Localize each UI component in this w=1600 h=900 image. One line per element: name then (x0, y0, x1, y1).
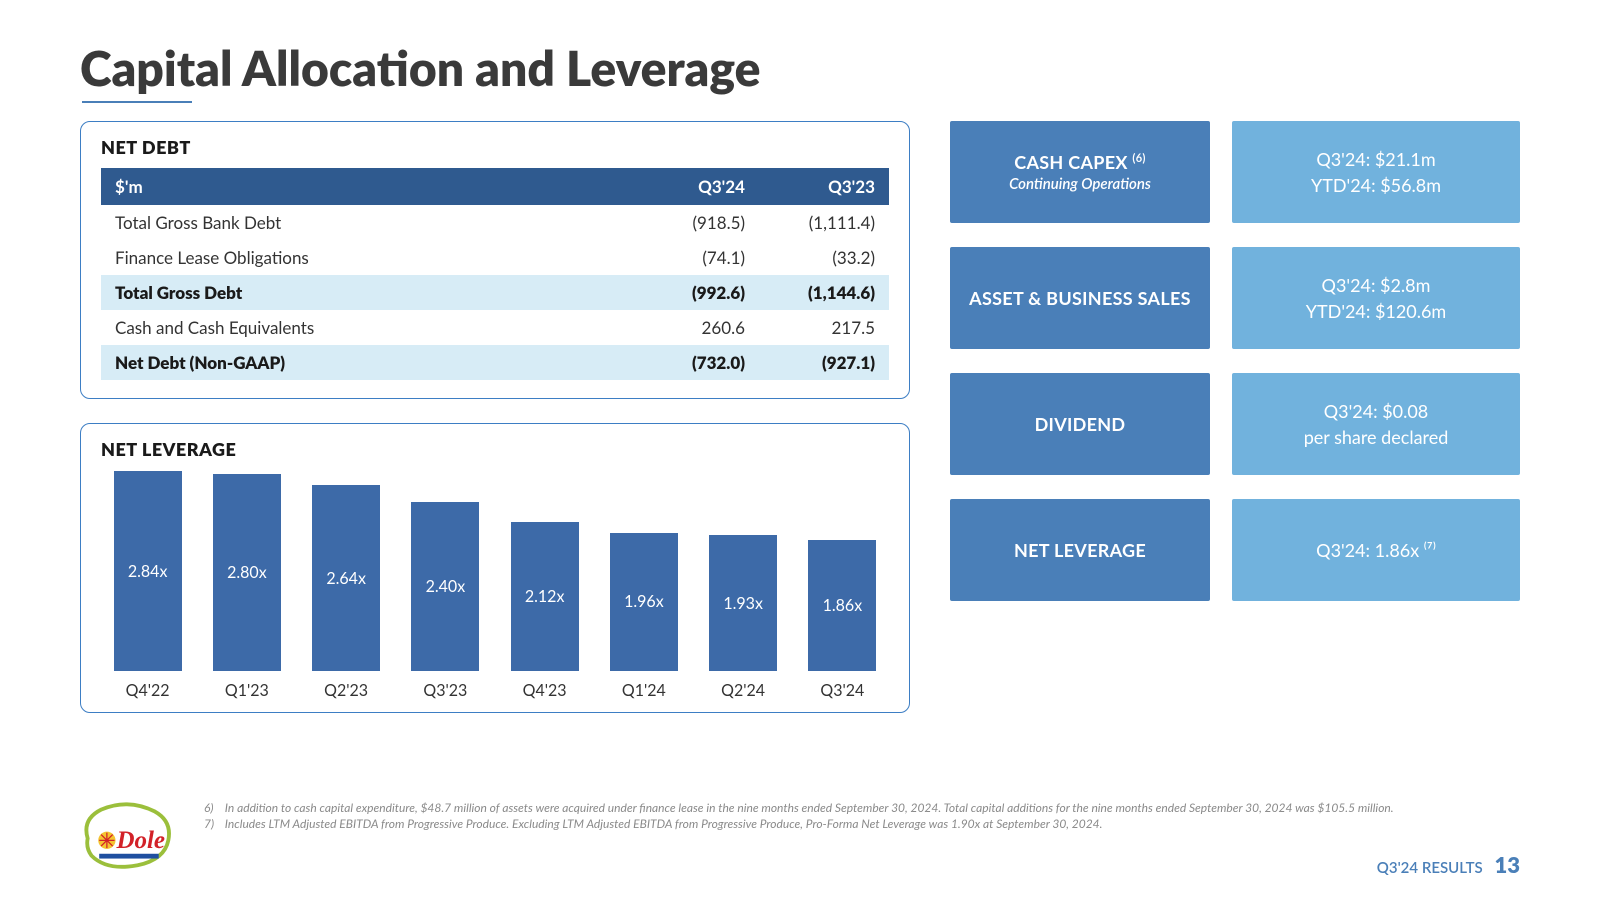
table-row: Net Debt (Non-GAAP) (732.0) (927.1) (101, 345, 889, 380)
bar: 2.84x (114, 471, 182, 671)
bar: 2.64x (312, 485, 380, 671)
tile-row: NET LEVERAGE Q3'24: 1.86x ⁽⁷⁾ (950, 499, 1520, 601)
row-label: Total Gross Debt (101, 275, 629, 310)
tile-line: per share declared (1304, 424, 1449, 450)
bar-category: Q4'23 (523, 681, 567, 700)
left-column: NET DEBT $'m Q3'24 Q3'23 Total Gross Ban… (80, 121, 910, 737)
bar-wrap: 2.64x Q2'23 (308, 485, 385, 700)
content-row: NET DEBT $'m Q3'24 Q3'23 Total Gross Ban… (80, 121, 1520, 737)
bar-wrap: 2.40x Q3'23 (407, 502, 484, 700)
bar: 1.96x (610, 533, 678, 671)
bar-category: Q4'22 (126, 681, 170, 700)
table-row: Total Gross Debt (992.6) (1,144.6) (101, 275, 889, 310)
tile-title: DIVIDEND (950, 373, 1210, 475)
tile-values: Q3'24: $0.08per share declared (1232, 373, 1520, 475)
row-label: Total Gross Bank Debt (101, 205, 629, 240)
footnote: 6) In addition to cash capital expenditu… (204, 800, 1394, 816)
page-number: 13 (1494, 851, 1520, 878)
bar-category: Q1'24 (622, 681, 666, 700)
bar: 1.93x (709, 535, 777, 671)
bar-wrap: 2.12x Q4'23 (506, 522, 583, 700)
tile-values: Q3'24: $2.8mYTD'24: $120.6m (1232, 247, 1520, 349)
footnotes: 6) In addition to cash capital expenditu… (204, 800, 1394, 832)
row-val-q323: (1,144.6) (759, 275, 889, 310)
tile-heading: DIVIDEND (1035, 413, 1126, 435)
bar: 2.12x (511, 522, 579, 671)
tile-title: ASSET & BUSINESS SALES (950, 247, 1210, 349)
dole-logo: Dole (80, 800, 176, 872)
net-debt-heading: NET DEBT (101, 136, 889, 158)
bar-value: 1.96x (624, 592, 664, 611)
results-label: Q3'24 RESULTS (1377, 859, 1483, 877)
bar-wrap: 1.96x Q1'24 (605, 533, 682, 700)
table-row: Cash and Cash Equivalents 260.6 217.5 (101, 310, 889, 345)
row-label: Cash and Cash Equivalents (101, 310, 629, 345)
tile-line: YTD'24: $56.8m (1311, 172, 1441, 198)
bar-value: 2.40x (426, 577, 466, 596)
bar-wrap: 2.84x Q4'22 (109, 471, 186, 700)
tile-line: Q3'24: $21.1m (1316, 146, 1435, 172)
svg-text:Dole: Dole (115, 827, 165, 854)
net-leverage-panel: NET LEVERAGE 2.84x Q4'22 2.80x Q1'23 2.6… (80, 423, 910, 713)
row-val-q323: 217.5 (759, 310, 889, 345)
row-val-q324: (918.5) (629, 205, 759, 240)
tile-row: CASH CAPEX (6) Continuing Operations Q3'24… (950, 121, 1520, 223)
col-q323: Q3'23 (759, 168, 889, 205)
bar-value: 2.84x (128, 562, 168, 581)
bar-category: Q1'23 (225, 681, 269, 700)
bar: 1.86x (808, 540, 876, 671)
row-val-q324: (732.0) (629, 345, 759, 380)
bar: 2.40x (411, 502, 479, 671)
bar-category: Q3'23 (423, 681, 467, 700)
bar-value: 2.80x (227, 563, 267, 582)
tile-heading: CASH CAPEX (6) (1014, 151, 1146, 173)
tile-title: CASH CAPEX (6) Continuing Operations (950, 121, 1210, 223)
tile-line: Q3'24: $0.08 (1324, 398, 1429, 424)
title-underline (82, 101, 192, 103)
bar-value: 2.12x (525, 587, 565, 606)
row-val-q324: (992.6) (629, 275, 759, 310)
bar-value: 1.93x (723, 594, 763, 613)
tile-title: NET LEVERAGE (950, 499, 1210, 601)
right-column: CASH CAPEX (6) Continuing Operations Q3'24… (950, 121, 1520, 601)
bar-category: Q2'24 (721, 681, 765, 700)
bar: 2.80x (213, 474, 281, 671)
col-label: $'m (101, 168, 629, 205)
tile-row: ASSET & BUSINESS SALES Q3'24: $2.8mYTD'24… (950, 247, 1520, 349)
tile-values: Q3'24: 1.86x ⁽⁷⁾ (1232, 499, 1520, 601)
table-row: Total Gross Bank Debt (918.5) (1,111.4) (101, 205, 889, 240)
net-debt-table: $'m Q3'24 Q3'23 Total Gross Bank Debt (9… (101, 168, 889, 380)
net-debt-panel: NET DEBT $'m Q3'24 Q3'23 Total Gross Ban… (80, 121, 910, 399)
footnote: 7) Includes LTM Adjusted EBITDA from Pro… (204, 816, 1394, 832)
row-label: Finance Lease Obligations (101, 240, 629, 275)
row-val-q324: 260.6 (629, 310, 759, 345)
tile-heading: ASSET & BUSINESS SALES (969, 287, 1191, 309)
tile-line: Q3'24: $2.8m (1322, 272, 1431, 298)
net-leverage-heading: NET LEVERAGE (101, 438, 889, 460)
bar-value: 1.86x (823, 596, 863, 615)
row-val-q323: (927.1) (759, 345, 889, 380)
row-val-q324: (74.1) (629, 240, 759, 275)
bar-wrap: 2.80x Q1'23 (208, 474, 285, 700)
row-label: Net Debt (Non-GAAP) (101, 345, 629, 380)
tile-values: Q3'24: $21.1mYTD'24: $56.8m (1232, 121, 1520, 223)
table-row: Finance Lease Obligations (74.1) (33.2) (101, 240, 889, 275)
bar-value: 2.64x (326, 569, 366, 588)
tile-line: YTD'24: $120.6m (1306, 298, 1446, 324)
tile-row: DIVIDEND Q3'24: $0.08per share declared (950, 373, 1520, 475)
bar-category: Q3'24 (820, 681, 864, 700)
tile-heading: NET LEVERAGE (1014, 539, 1146, 561)
bar-wrap: 1.93x Q2'24 (705, 535, 782, 700)
net-leverage-chart: 2.84x Q4'22 2.80x Q1'23 2.64x Q2'23 2.40… (101, 470, 889, 700)
page-indicator: Q3'24 RESULTS 13 (1377, 851, 1520, 878)
row-val-q323: (1,111.4) (759, 205, 889, 240)
bar-wrap: 1.86x Q3'24 (804, 540, 881, 700)
footer: Dole 6) In addition to cash capital expe… (0, 790, 1600, 900)
bar-category: Q2'23 (324, 681, 368, 700)
row-val-q323: (33.2) (759, 240, 889, 275)
col-q324: Q3'24 (629, 168, 759, 205)
page-title: Capital Allocation and Leverage (80, 40, 1520, 97)
tile-line: Q3'24: 1.86x ⁽⁷⁾ (1316, 537, 1436, 563)
tile-sub: Continuing Operations (1009, 175, 1151, 193)
